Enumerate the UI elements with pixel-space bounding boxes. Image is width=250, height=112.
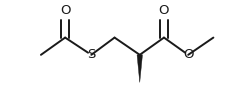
Polygon shape xyxy=(137,55,142,82)
Text: S: S xyxy=(87,48,96,61)
Text: O: O xyxy=(159,4,169,17)
Text: O: O xyxy=(183,48,194,61)
Text: O: O xyxy=(60,4,70,17)
